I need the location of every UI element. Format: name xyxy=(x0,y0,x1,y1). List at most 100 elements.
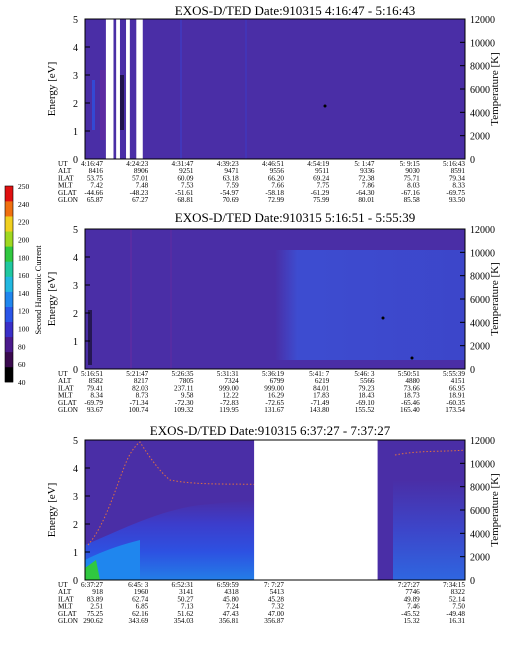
table-cell: -69.79 xyxy=(84,399,103,407)
table-row-label: MLT xyxy=(58,603,73,611)
table-cell: 69.24 xyxy=(313,174,330,182)
table-cell: 5566 xyxy=(360,377,375,385)
table-cell: 72.99 xyxy=(268,196,285,204)
table-cell: 9.58 xyxy=(181,392,194,400)
panel-1-streaks xyxy=(92,19,327,159)
table-cell: 83.89 xyxy=(87,595,104,603)
table-cell: 67.27 xyxy=(132,196,149,204)
colorbar-cell xyxy=(5,201,13,217)
panel-1-plot-area xyxy=(85,19,465,159)
table-cell: 131.67 xyxy=(264,406,284,414)
table-cell: 7.46 xyxy=(407,603,420,611)
table-cell: 4151 xyxy=(451,377,466,385)
table-cell: 5:16:51 xyxy=(81,370,103,378)
table-cell: -61.29 xyxy=(311,189,330,197)
table-cell: 65.87 xyxy=(87,196,104,204)
colorbar-cell xyxy=(5,261,13,277)
y2tick-label: 4000 xyxy=(470,108,490,119)
table-cell: 999.00 xyxy=(264,384,284,392)
colorbar-label: Second Harmonic Current xyxy=(33,245,43,335)
table-cell: -49.48 xyxy=(446,610,465,618)
y2tick-label: 8000 xyxy=(470,272,490,283)
ytick-label: 4 xyxy=(73,253,78,264)
panel-3-right-intensity xyxy=(393,480,465,580)
y2tick-label: 6000 xyxy=(470,506,490,517)
ytick-label: 3 xyxy=(73,492,78,503)
panel-3-right-axis: 0 2000 4000 6000 8000 10000 12000 xyxy=(460,436,495,587)
table-row-label: GLON xyxy=(58,406,79,414)
table-cell: 7.48 xyxy=(136,182,149,190)
table-cell: 8416 xyxy=(89,167,104,175)
table-row-label: GLON xyxy=(58,617,79,625)
table-cell: 18.73 xyxy=(404,392,421,400)
table-cell: 7.53 xyxy=(181,182,194,190)
table-row-label: ILAT xyxy=(58,595,74,603)
panel-1-title: EXOS-D/TED Date:910315 4:16:47 - 5:16:43 xyxy=(175,3,415,18)
panel-3-data-gaps xyxy=(254,440,378,580)
table-cell: 7: 7:27 xyxy=(264,581,285,589)
data-gap xyxy=(105,19,114,159)
table-cell: 17.83 xyxy=(313,392,330,400)
panel-1-right-axis: 0 2000 4000 6000 8000 10000 12000 xyxy=(460,15,495,166)
panel-2-left-axis: 0 1 2 3 4 5 xyxy=(73,225,90,376)
table-cell: -71.49 xyxy=(311,399,330,407)
table-cell: 6:59:59 xyxy=(217,581,239,589)
table-cell: 7.24 xyxy=(226,603,239,611)
table-cell: 8591 xyxy=(451,167,466,175)
panel-2-intensity-band xyxy=(85,250,465,360)
table-cell: 8.34 xyxy=(90,392,103,400)
table-cell: 8906 xyxy=(134,167,149,175)
ytick-label: 0 xyxy=(73,365,78,376)
panel-1-y2label: Temperature [K] xyxy=(489,52,501,125)
table-cell: -67.16 xyxy=(401,189,420,197)
ytick-label: 4 xyxy=(73,43,78,54)
panel-2: EXOS-D/TED Date:910315 5:16:51 - 5:55:39… xyxy=(46,210,501,414)
table-cell: 7746 xyxy=(405,588,420,596)
colorbar-cell xyxy=(5,231,13,247)
table-cell: 80.01 xyxy=(358,196,375,204)
table-cell: 45.28 xyxy=(268,595,285,603)
table-cell: 82.03 xyxy=(132,384,149,392)
colorbar-cell xyxy=(5,276,13,292)
table-cell: 75.25 xyxy=(87,610,104,618)
table-cell: 7:27:27 xyxy=(398,581,420,589)
table-cell: 4880 xyxy=(405,377,420,385)
table-cell: 84.01 xyxy=(313,384,330,392)
table-cell: 237.11 xyxy=(174,384,194,392)
table-cell: 9251 xyxy=(179,167,194,175)
ytick-label: 2 xyxy=(73,99,78,110)
table-cell: 4:39:23 xyxy=(217,160,239,168)
y2tick-label: 12000 xyxy=(470,225,495,236)
panel-1-left-axis: 0 1 2 3 4 5 xyxy=(73,15,90,166)
ytick-label: 3 xyxy=(73,71,78,82)
table-cell: 7:34:15 xyxy=(443,581,465,589)
table-cell: 7.13 xyxy=(181,603,194,611)
table-cell: 53.75 xyxy=(87,174,104,182)
table-cell: -72.83 xyxy=(220,399,239,407)
panel-2-streaks xyxy=(88,229,414,369)
table-cell: 6219 xyxy=(315,377,330,385)
table-cell: 4:46:51 xyxy=(262,160,284,168)
table-cell: 70.69 xyxy=(223,196,240,204)
colorbar-tick-label: 140 xyxy=(18,289,30,298)
colorbar-frame xyxy=(4,185,14,383)
table-cell: -69.75 xyxy=(446,189,465,197)
y2tick-label: 2000 xyxy=(470,342,490,353)
table-cell: 8.73 xyxy=(136,392,149,400)
table-cell: 119.95 xyxy=(219,406,239,414)
table-cell: 57.01 xyxy=(132,174,149,182)
table-cell: 73.66 xyxy=(404,384,421,392)
table-cell: -60.35 xyxy=(446,399,465,407)
table-cell: 5:46: 3 xyxy=(354,370,375,378)
table-cell: 93.67 xyxy=(87,406,104,414)
data-gap xyxy=(116,19,120,159)
table-cell: 60.09 xyxy=(177,174,194,182)
table-cell: -72.65 xyxy=(265,399,284,407)
colorbar-cells xyxy=(5,186,13,383)
table-cell: 343.69 xyxy=(128,617,148,625)
colorbar-cell xyxy=(5,366,13,383)
ytick-label: 2 xyxy=(73,309,78,320)
table-cell: 16.29 xyxy=(268,392,285,400)
table-row-label: GLAT xyxy=(58,399,77,407)
